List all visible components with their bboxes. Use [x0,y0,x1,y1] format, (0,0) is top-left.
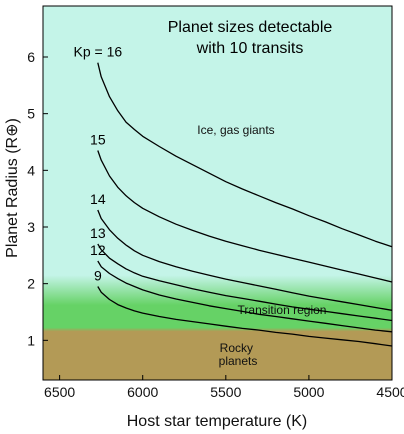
series-line-2 [97,150,393,283]
series-label-4: 13 [90,225,106,241]
y-axis-title: Planet Radius (R⊕) [4,118,21,258]
region-label-rocky-line-1: Rocky [220,341,253,355]
x-tick-label-4500: 4500 [376,384,404,400]
chart-title: Planet sizes detectable with 10 transits [168,19,333,57]
series-line-3 [97,209,393,311]
region-label-transition: Transition region [238,303,327,317]
series-label-3: 14 [90,191,106,207]
y-tick-label-1: 1 [27,332,35,348]
series-line-1 [97,62,393,248]
region-label-transition-line: Transition region [238,303,327,317]
plot-frame [42,5,393,381]
series-line-5 [97,260,393,333]
x-axis-title: Host star temperature (K) [127,413,308,430]
plot-area [43,6,392,380]
x-tick-label-5500: 5500 [210,384,241,400]
x-tick-label-5000: 5000 [293,384,324,400]
series-label-6: 9 [94,268,102,284]
plot-background [43,6,392,380]
region-label-giants: Ice, gas giants [197,123,274,137]
region-label-rocky-line-2: planets [219,354,258,368]
chart-title-line-2: with 10 transits [196,40,304,57]
region-label-rocky: Rocky planets [219,341,258,368]
chart-title-line-1: Planet sizes detectable [168,19,333,36]
series-line-6 [97,286,393,347]
y-tick-label-4: 4 [27,162,35,178]
x-tick-label-6500: 6500 [44,384,75,400]
plot-frame-rect [42,5,393,381]
y-axis: 1 2 3 4 5 6 [27,49,48,348]
series-label-5: 12 [90,242,106,258]
y-tick-label-2: 2 [27,276,35,292]
y-tick-label-5: 5 [27,106,35,122]
series-line-4 [97,243,393,322]
y-tick-label-3: 3 [27,219,35,235]
y-tick-label-6: 6 [27,49,35,65]
x-axis: 6500 6000 5500 5000 4500 [44,375,404,400]
x-tick-label-6000: 6000 [127,384,158,400]
series-label-1: Kp = 16 [74,44,123,60]
region-labels: Ice, gas giants Transition region Rocky … [197,123,326,368]
series-curves [97,62,393,347]
region-label-giants-line: Ice, gas giants [197,123,274,137]
series-label-2: 15 [90,132,106,148]
